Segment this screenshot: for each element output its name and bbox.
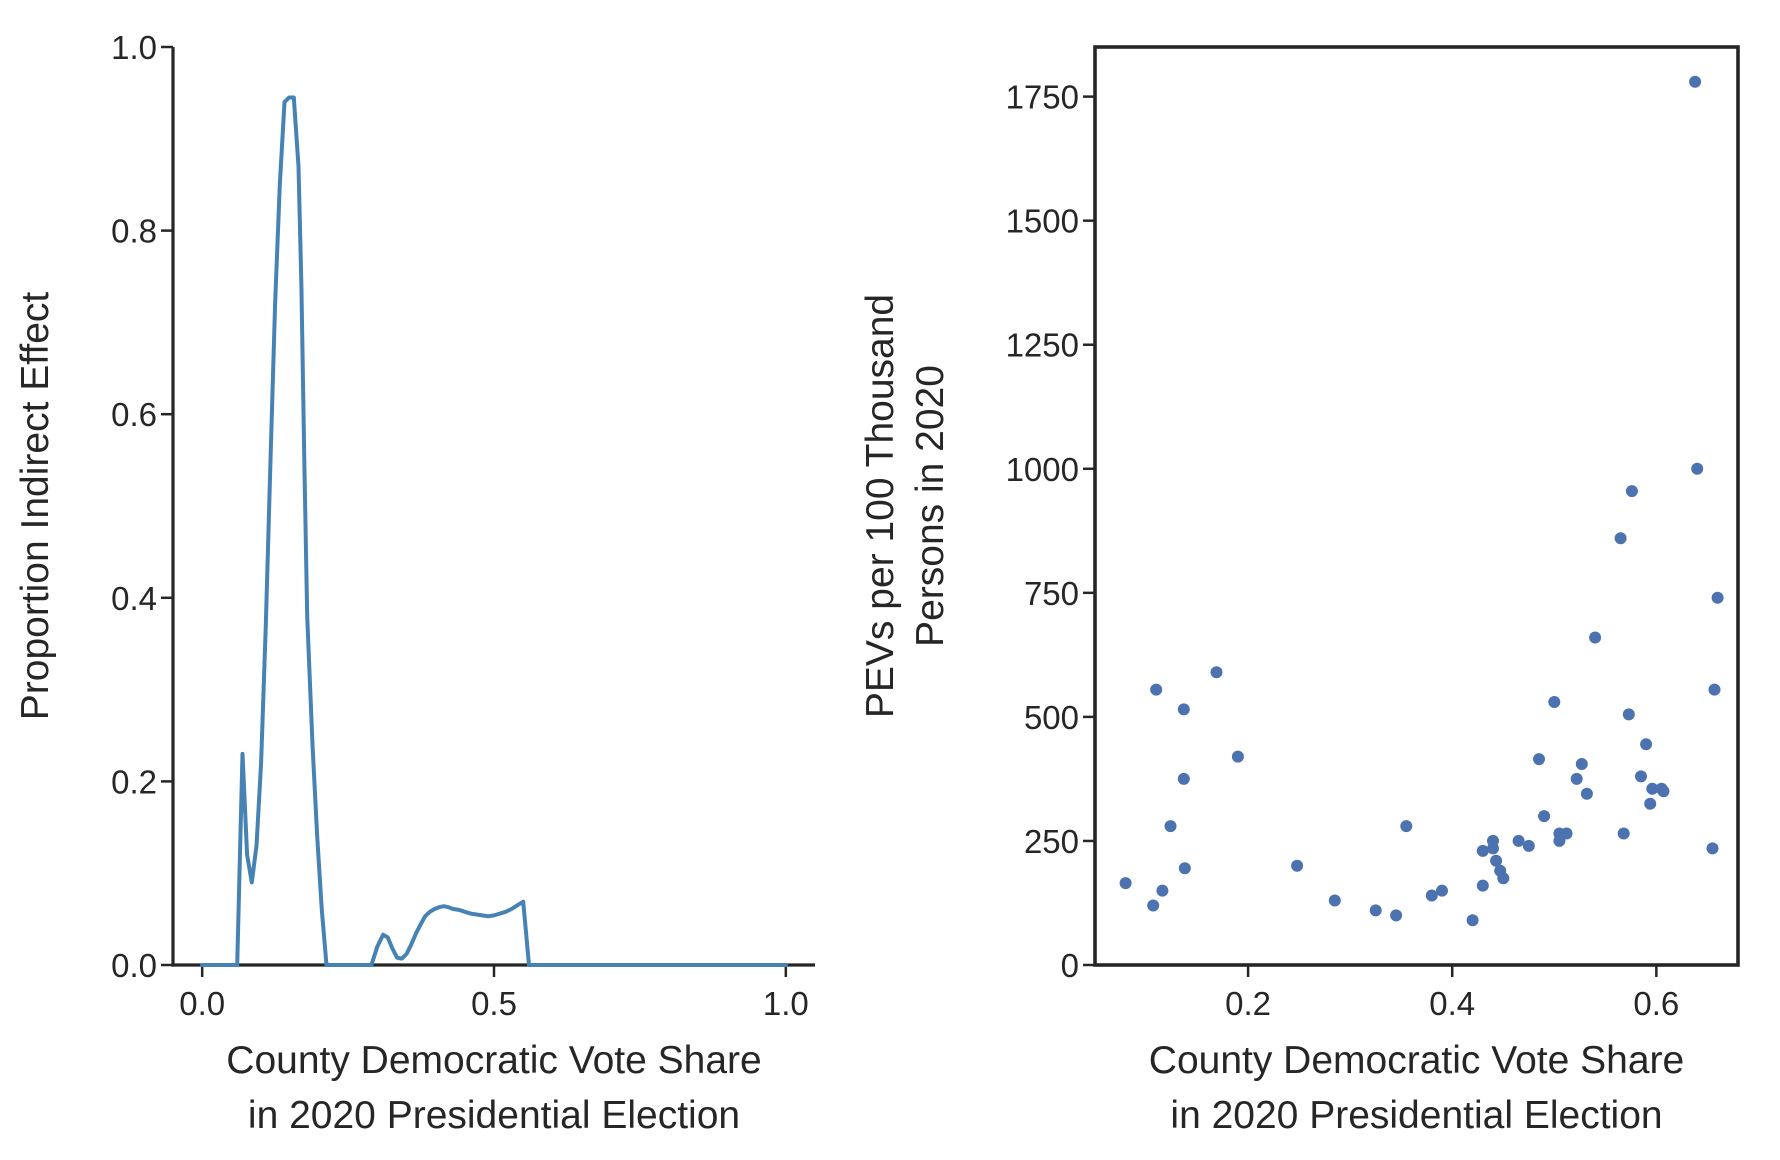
right-y-tick-label: 500: [1024, 699, 1079, 736]
scatter-point: [1369, 904, 1382, 917]
right-x-tick-label: 0.2: [1225, 985, 1271, 1022]
right-y-tick-label: 750: [1024, 575, 1079, 612]
scatter-point: [1490, 854, 1503, 867]
right-y-tick-label: 1500: [1006, 203, 1079, 240]
left-x-tick-label: 1.0: [763, 985, 809, 1022]
right-x-axis-title: in 2020 Presidential Election: [1170, 1094, 1662, 1137]
scatter-point: [1522, 839, 1535, 852]
scatter-point: [1589, 631, 1602, 644]
right-y-axis-title: PEVs per 100 Thousand: [859, 294, 902, 718]
effect-curve-line: [200, 95, 788, 967]
left-y-tick-label: 0.4: [111, 580, 157, 617]
scatter-point: [1617, 827, 1630, 840]
scatter-point: [1691, 462, 1704, 475]
scatter-point: [1570, 772, 1583, 785]
right-y-axis-title: Persons in 2020: [909, 365, 952, 647]
scatter-point: [1400, 820, 1413, 833]
right-y-tick-label: 0: [1061, 947, 1079, 984]
scatter-point: [1640, 738, 1653, 751]
scatter-point: [1147, 899, 1160, 912]
scatter-point: [1476, 844, 1489, 857]
scatter-point: [1466, 914, 1479, 927]
scatter-point: [1657, 785, 1670, 798]
left-x-tick-label: 0.0: [179, 985, 225, 1022]
scatter-point: [1231, 750, 1244, 763]
scatter-point: [1708, 683, 1721, 696]
scatter-point: [1560, 827, 1573, 840]
scatter-point: [1210, 666, 1223, 679]
scatter-point: [1476, 879, 1489, 892]
scatter-point: [1291, 859, 1304, 872]
left-y-tick-label: 0.0: [111, 947, 157, 984]
scatter-point: [1614, 532, 1627, 545]
right-x-axis-title: County Democratic Vote Share: [1149, 1039, 1684, 1082]
scatter-point: [1178, 862, 1191, 875]
left-y-tick-label: 0.8: [111, 213, 157, 250]
left-x-axis-title: County Democratic Vote Share: [226, 1039, 761, 1082]
left-y-tick-label: 0.2: [111, 763, 157, 800]
scatter-point: [1328, 894, 1341, 907]
scatter-point: [1644, 797, 1657, 810]
scatter-point: [1646, 782, 1659, 795]
scatter-point: [1548, 696, 1561, 708]
scatter-point: [1177, 703, 1190, 716]
scatter-point: [1711, 591, 1724, 604]
left-y-tick-label: 1.0: [111, 29, 157, 66]
scatter-point: [1635, 770, 1647, 783]
scatter-point: [1425, 889, 1438, 902]
scatter-point: [1164, 820, 1177, 833]
left-y-axis-title: Proportion Indirect Effect: [14, 292, 57, 721]
scatter-point: [1156, 884, 1169, 897]
right-plot-frame: [1093, 45, 1740, 967]
scatter-point: [1575, 758, 1588, 770]
right-x-tick-label: 0.6: [1633, 985, 1679, 1022]
right-chart-panel: 0 250 500 750 1000 1250 1500 1750 0.2 0.4 0.6 Count…: [859, 45, 1740, 1137]
scatter-point: [1625, 485, 1638, 498]
left-x-axis-title: in 2020 Presidential Election: [248, 1094, 740, 1137]
right-y-tick-label: 250: [1024, 823, 1079, 860]
scatter-point: [1487, 834, 1499, 847]
right-y-tick-label: 1750: [1006, 79, 1079, 116]
scatter-point: [1706, 842, 1719, 855]
scatter-point: [1538, 810, 1551, 823]
scatter-point: [1580, 787, 1593, 800]
scatter-point: [1119, 877, 1132, 890]
scatter-point: [1512, 834, 1525, 847]
left-y-tick-label: 0.6: [111, 396, 157, 433]
right-y-tick-label: 1250: [1006, 327, 1079, 364]
scatter-point: [1497, 872, 1510, 885]
scatter-point: [1390, 909, 1403, 922]
right-x-tick-label: 0.4: [1429, 985, 1475, 1022]
scatter-point: [1689, 75, 1702, 88]
left-x-tick-label: 0.5: [471, 985, 517, 1022]
scatter-point: [1436, 884, 1448, 897]
right-y-tick-label: 1000: [1006, 451, 1079, 488]
scatter-point: [1622, 708, 1635, 721]
scatter-point: [1177, 772, 1190, 785]
scatter-point: [1533, 753, 1545, 766]
scatter-point: [1150, 683, 1163, 696]
